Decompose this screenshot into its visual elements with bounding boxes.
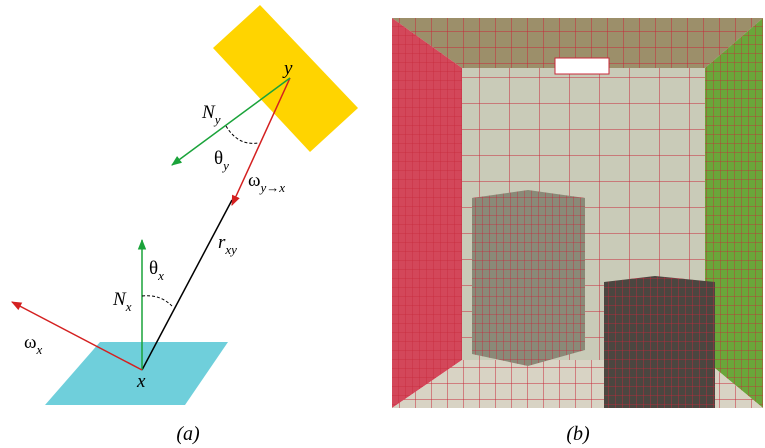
label-r-xy: rxy (218, 232, 237, 257)
panel-a: y Ny θy ωy→x rxy θx Nx ωx x (a) (12, 5, 358, 445)
label-x: x (136, 371, 146, 392)
normal-y-arrow (172, 78, 290, 165)
label-omega-yx: ωy→x (248, 170, 285, 195)
caption-a: (a) (176, 423, 200, 445)
angle-arc-y (226, 126, 258, 143)
label-normal-y: Ny (201, 102, 221, 127)
sub: y→x (259, 180, 286, 195)
sub: x (125, 299, 132, 314)
label-omega-x: ωx (24, 332, 43, 357)
figure: y Ny θy ωy→x rxy θx Nx ωx x (a) (b) (0, 0, 765, 448)
base: θ (214, 148, 223, 169)
base: θ (149, 258, 158, 279)
sub: x (36, 342, 43, 357)
sub: x (157, 268, 164, 283)
angle-arc-x (142, 296, 172, 306)
sub: y (221, 158, 229, 173)
panel-b: (b) (392, 18, 763, 445)
label-theta-y: θy (214, 148, 229, 173)
label-y: y (282, 58, 293, 79)
caption-b: (b) (566, 423, 590, 445)
sub: y (213, 112, 221, 127)
left-wall-grid (392, 18, 462, 408)
base: ω (24, 332, 37, 353)
label-normal-x: Nx (112, 289, 132, 314)
label-theta-x: θx (149, 258, 164, 283)
base: ω (248, 170, 261, 191)
sub: xy (224, 242, 237, 257)
tall-box-grid (472, 190, 585, 366)
short-box-grid (604, 276, 715, 408)
light (555, 58, 609, 74)
